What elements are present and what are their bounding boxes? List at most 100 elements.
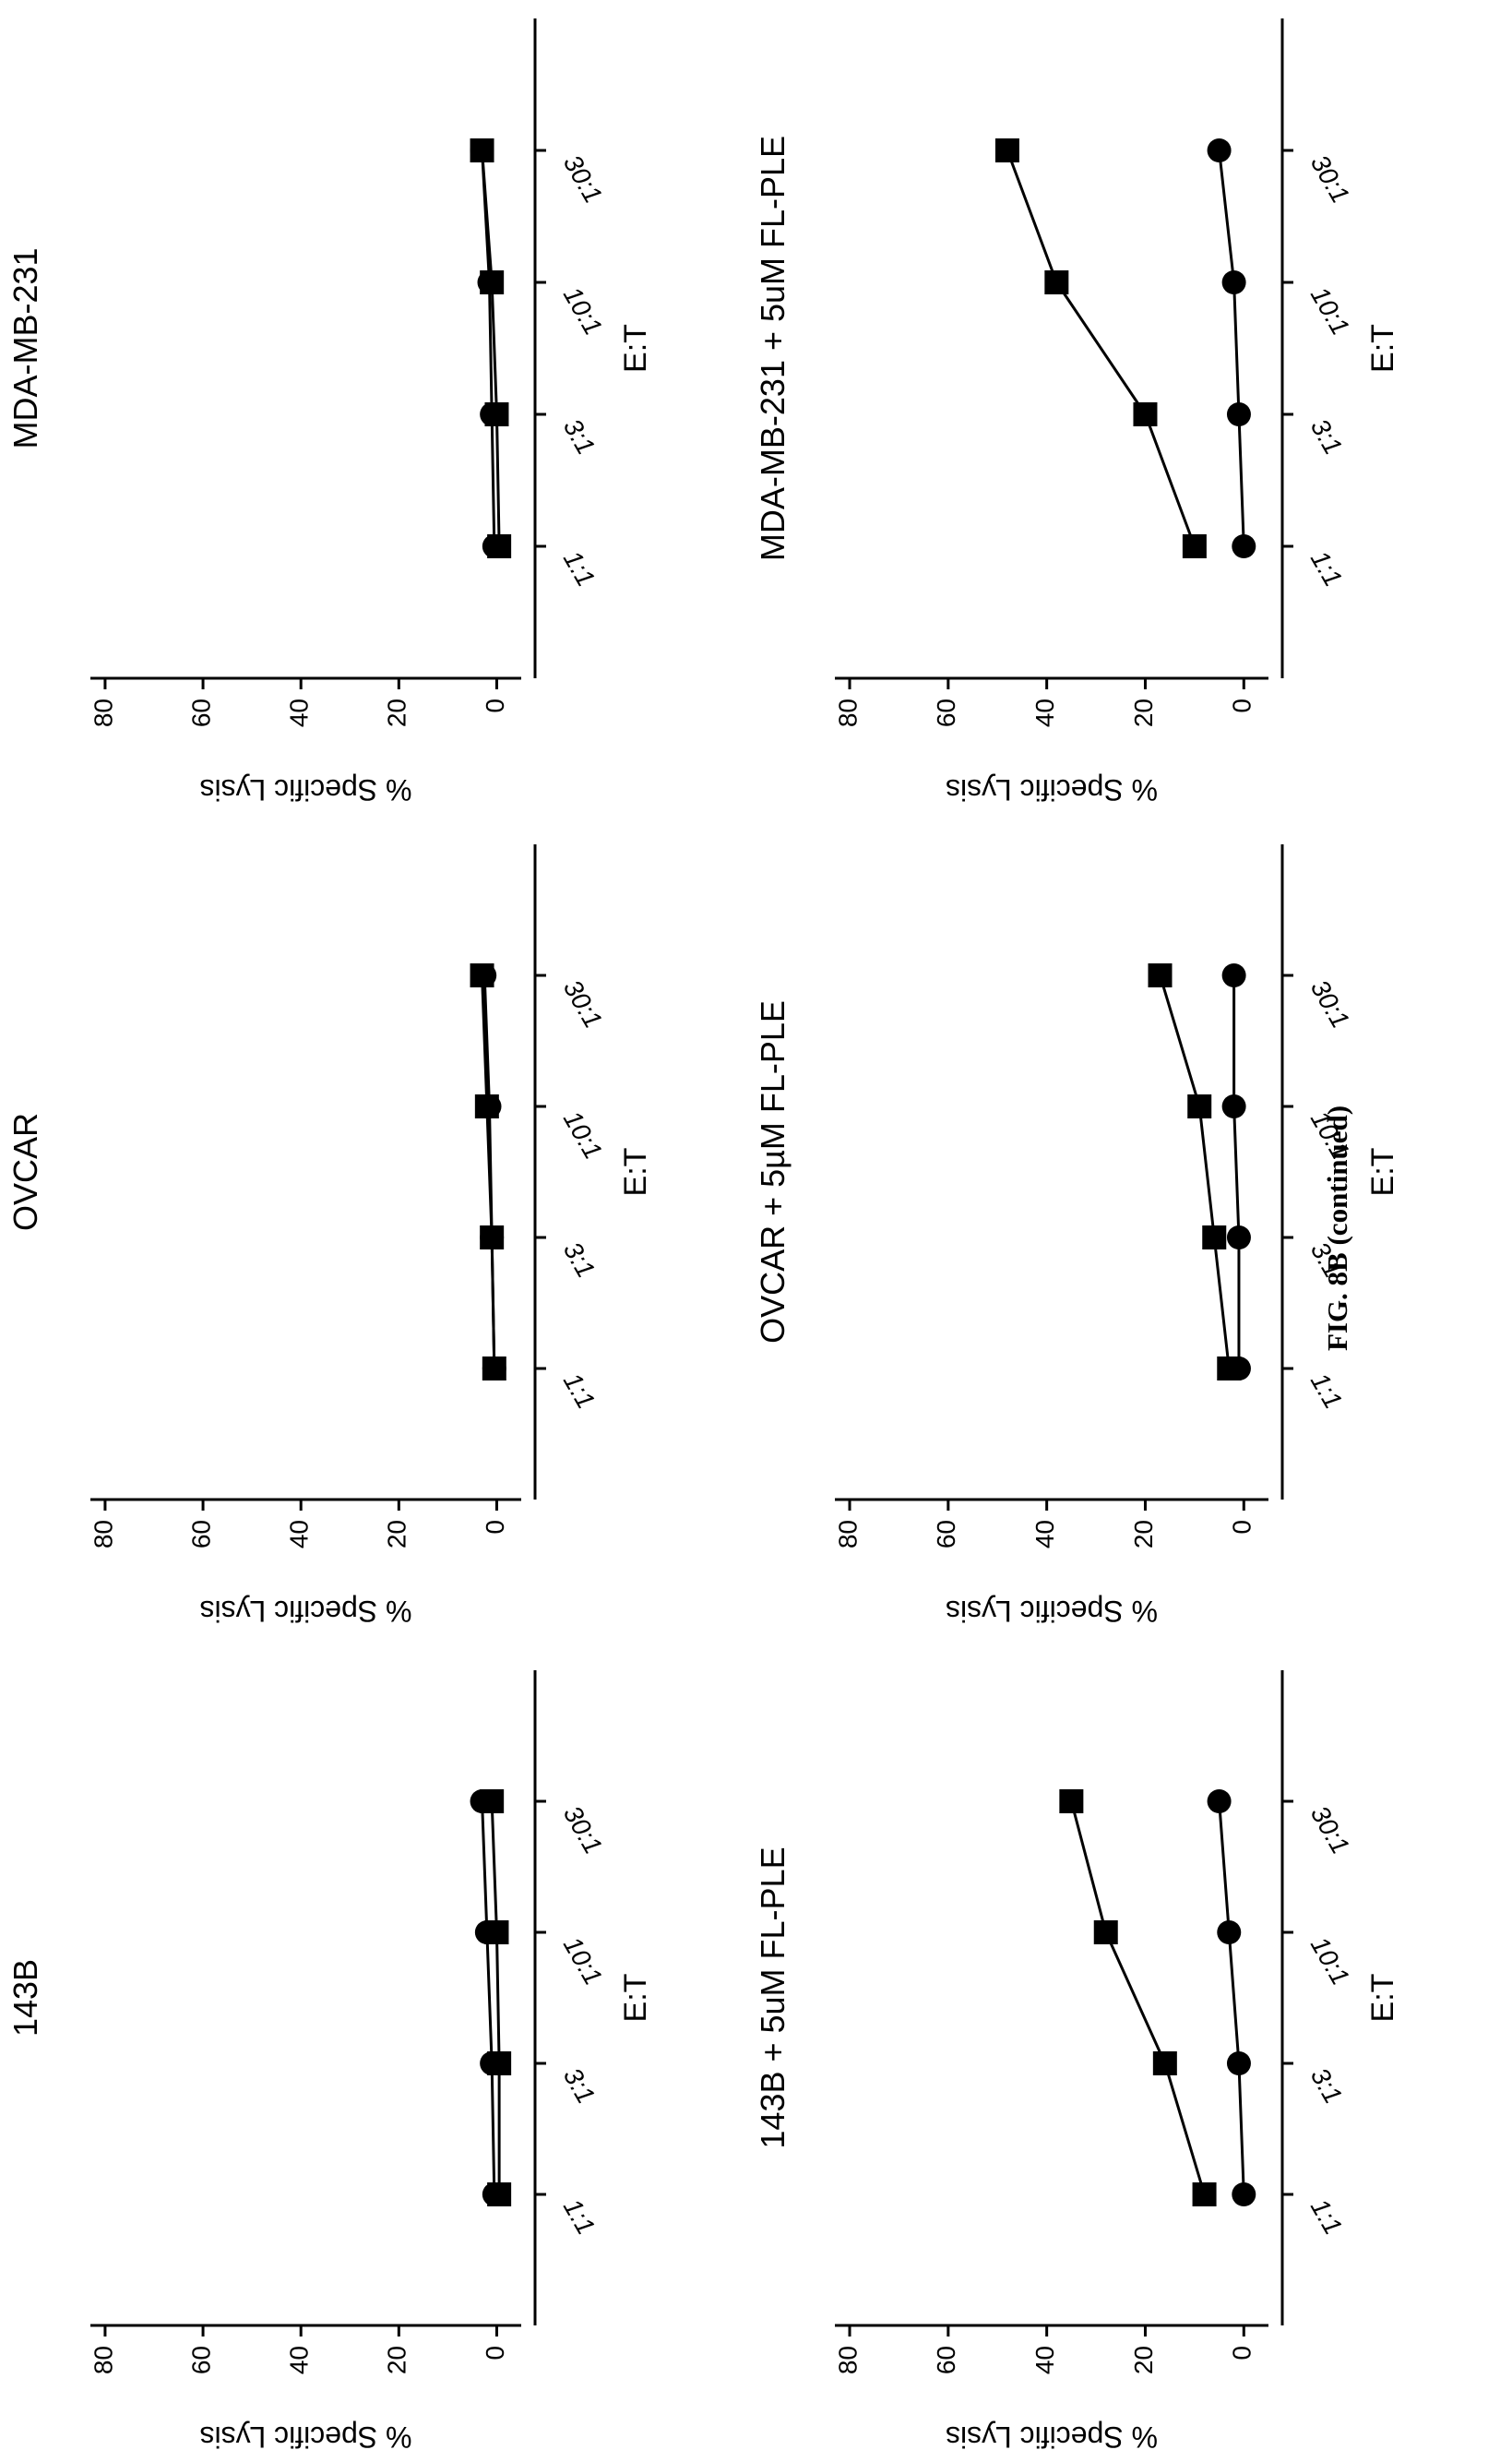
figure-caption: FIG. 8B (continued): [1321, 1105, 1353, 1352]
square-marker: [480, 1789, 505, 1813]
category-tick-label: 10:1: [1305, 282, 1355, 341]
square-marker: [1059, 1789, 1084, 1813]
value-tick-label: 20: [383, 699, 411, 727]
category-tick-label: 3:1: [1305, 414, 1348, 460]
value-tick-label: 0: [481, 699, 509, 713]
square-series-line: [481, 149, 501, 547]
value-tick-label: 40: [285, 1520, 314, 1548]
circle-series-line: [1232, 975, 1241, 1368]
circle-marker: [1217, 1920, 1242, 1944]
square-series-line: [1069, 1800, 1207, 2195]
square-marker: [487, 2051, 512, 2075]
value-tick-label: 40: [1030, 1520, 1059, 1548]
category-tick-label: 3:1: [558, 1237, 601, 1283]
category-axis-title: E:T: [1365, 1148, 1400, 1197]
value-tick-label: 80: [833, 2346, 862, 2374]
value-tick-label: 40: [285, 699, 314, 727]
panel-title: 143B + 5uM FL-PLE: [754, 1846, 792, 2148]
category-tick-label: 30:1: [558, 975, 608, 1034]
square-series-line: [1159, 974, 1231, 1369]
square-marker: [482, 1356, 506, 1380]
value-tick-label: 60: [186, 699, 215, 727]
category-tick-label: 1:1: [1305, 1368, 1348, 1414]
square-marker: [474, 1094, 499, 1118]
category-tick-label: 10:1: [558, 282, 608, 341]
circle-marker: [1207, 1789, 1232, 1813]
category-tick-label: 30:1: [558, 150, 608, 209]
square-marker: [1044, 270, 1069, 294]
category-tick-label: 3:1: [1305, 2063, 1348, 2109]
category-tick-label: 30:1: [558, 1801, 608, 1859]
circle-series-line: [481, 149, 496, 547]
square-marker: [1152, 2051, 1177, 2075]
square-marker: [1133, 402, 1158, 426]
circle-marker: [1221, 963, 1246, 987]
circle-marker: [1226, 402, 1251, 426]
value-tick-label: 20: [1129, 699, 1158, 727]
square-series-line: [1006, 149, 1197, 547]
circle-marker: [1207, 138, 1232, 162]
category-tick-label: 30:1: [1305, 975, 1355, 1034]
circle-marker: [1232, 534, 1256, 558]
value-tick-label: 40: [1030, 2346, 1059, 2374]
value-tick-label: 20: [383, 1520, 411, 1548]
value-tick-label: 60: [932, 1520, 960, 1548]
square-marker: [1093, 1920, 1118, 1944]
value-tick-label: 40: [1030, 699, 1059, 727]
square-marker: [480, 1225, 505, 1249]
category-tick-label: 3:1: [558, 414, 601, 460]
square-marker: [487, 2182, 512, 2206]
circle-series-line: [1218, 149, 1245, 547]
category-tick-label: 10:1: [558, 1106, 608, 1165]
category-tick-label: 30:1: [1305, 1801, 1355, 1859]
category-tick-label: 1:1: [558, 2194, 601, 2240]
category-tick-label: 30:1: [1305, 150, 1355, 209]
square-series-line: [481, 974, 496, 1369]
value-axis-title: % Specific Lysis: [200, 2420, 412, 2454]
value-axis-title: % Specific Lysis: [946, 1595, 1158, 1628]
category-tick-label: 1:1: [558, 1368, 601, 1414]
value-tick-label: 80: [89, 2346, 117, 2374]
value-tick-label: 60: [186, 2346, 215, 2374]
square-marker: [1192, 2182, 1217, 2206]
value-tick-label: 80: [833, 699, 862, 727]
category-tick-label: 3:1: [558, 2063, 601, 2109]
square-marker: [1187, 1094, 1212, 1118]
value-tick-label: 20: [1129, 1520, 1158, 1548]
circle-marker: [1232, 2182, 1256, 2206]
category-axis-title: E:T: [1365, 324, 1400, 373]
circle-marker: [1226, 1225, 1251, 1249]
category-axis-title: E:T: [618, 1974, 653, 2023]
value-tick-label: 40: [285, 2346, 314, 2374]
value-tick-label: 0: [481, 2346, 509, 2360]
circle-marker: [1221, 270, 1246, 294]
category-axis-title: E:T: [618, 1148, 653, 1197]
value-axis-title: % Specific Lysis: [946, 773, 1158, 807]
value-tick-label: 0: [1228, 2346, 1256, 2360]
square-marker: [1202, 1225, 1227, 1249]
square-marker: [1217, 1356, 1242, 1380]
circle-series-line: [481, 1800, 496, 2195]
category-tick-label: 1:1: [1305, 546, 1348, 592]
value-axis-title: % Specific Lysis: [200, 773, 412, 807]
square-marker: [484, 402, 509, 426]
panel-title: OVCAR + 5µM FL-PLE: [754, 1000, 792, 1344]
category-axis-title: E:T: [618, 324, 653, 373]
value-tick-label: 80: [833, 1520, 862, 1548]
category-tick-label: 1:1: [1305, 2194, 1348, 2240]
value-tick-label: 20: [383, 2346, 411, 2374]
value-tick-label: 0: [1228, 1520, 1256, 1535]
value-axis-title: % Specific Lysis: [200, 1595, 412, 1628]
square-marker: [470, 963, 494, 987]
category-tick-label: 1:1: [558, 546, 601, 592]
value-tick-label: 0: [481, 1520, 509, 1535]
square-marker: [470, 138, 494, 162]
value-tick-label: 80: [89, 1520, 117, 1548]
square-series-line: [490, 1800, 501, 2194]
